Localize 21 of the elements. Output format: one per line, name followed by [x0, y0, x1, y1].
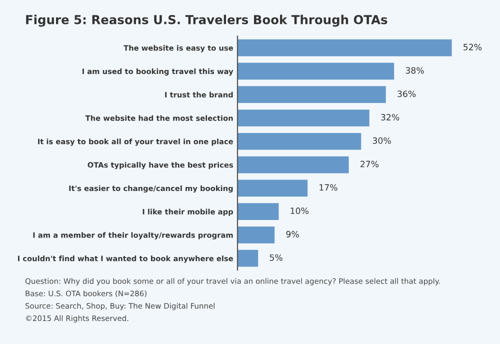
chart-title: Figure 5: Reasons U.S. Travelers Book Through OTAs [26, 14, 388, 27]
data-label: 9% [286, 230, 299, 238]
data-label: 5% [270, 254, 282, 261]
data-label: 52% [464, 44, 482, 50]
data-label: 10% [290, 208, 308, 214]
bar [238, 39, 452, 56]
data-label: 32% [381, 114, 400, 120]
bar [238, 203, 279, 220]
bar [238, 250, 258, 267]
bar [238, 62, 394, 80]
data-label: 38% [406, 67, 424, 74]
data-label: 27% [360, 160, 379, 168]
bar [238, 226, 275, 244]
data-label: 36% [398, 90, 416, 98]
data-label: 30% [372, 137, 391, 144]
bar [238, 180, 308, 197]
data-label: 17% [320, 184, 338, 191]
bar [238, 86, 386, 104]
bar [238, 132, 362, 150]
bar [238, 156, 349, 174]
bar [238, 110, 370, 126]
